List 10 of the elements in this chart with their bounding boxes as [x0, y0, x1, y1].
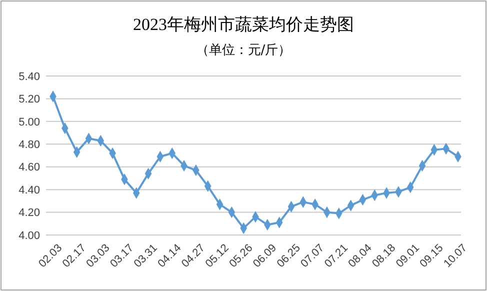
y-tick-label: 4.20	[18, 207, 40, 220]
y-tick-label: 4.40	[18, 184, 40, 196]
y-tick-label: 4.00	[18, 230, 40, 242]
chart-subtitle: （单位：元/斤）	[196, 43, 292, 58]
y-tick-label: 5.40	[18, 70, 40, 83]
y-tick-label: 5.20	[18, 94, 40, 106]
y-tick-label: 4.60	[18, 162, 40, 174]
chart-title: 2023年梅州市蔬菜均价走势图	[133, 15, 354, 34]
y-tick-label: 5.00	[18, 116, 40, 128]
y-tick-label: 4.80	[18, 138, 40, 151]
